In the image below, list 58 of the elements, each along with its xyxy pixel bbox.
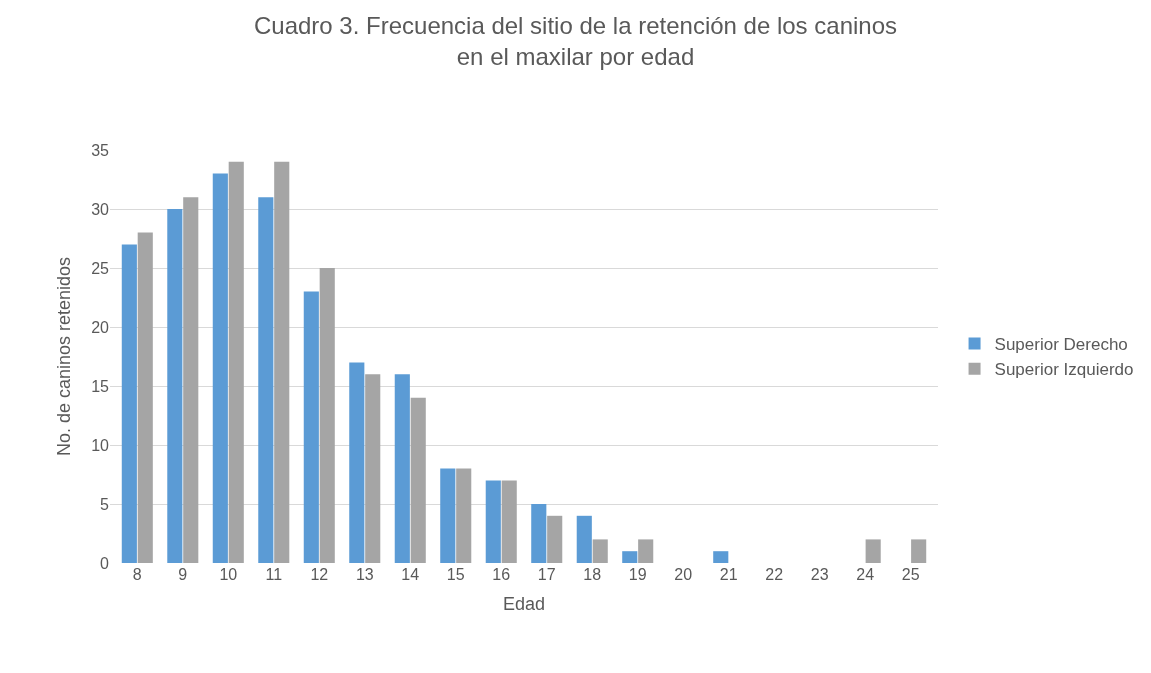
bar (638, 539, 654, 563)
x-tick-label: 13 (355, 566, 374, 583)
legend-label: Superior Derecho (994, 335, 1128, 355)
bar (183, 197, 199, 563)
x-axis-title: Edad (502, 594, 546, 615)
x-tick-label: 17 (537, 566, 556, 583)
x-tick-label: 10 (219, 566, 238, 583)
y-tick-label: 0 (100, 554, 110, 572)
x-tick-label: 20 (674, 566, 693, 583)
x-tick-label: 21 (719, 566, 738, 583)
x-tick-label: 11 (265, 566, 283, 583)
x-tick-label: 23 (810, 566, 829, 583)
bar (258, 197, 274, 563)
y-tick-label: 25 (91, 259, 110, 277)
bar (501, 480, 517, 563)
bar (349, 362, 365, 563)
bar (167, 209, 183, 563)
bar (394, 374, 410, 563)
y-tick-label: 20 (91, 318, 110, 336)
x-tick-label: 12 (310, 566, 329, 583)
bar (319, 268, 335, 563)
legend-label: Superior Izquierdo (994, 360, 1134, 380)
bar (228, 161, 244, 563)
y-tick-label: 15 (91, 377, 110, 395)
bar (531, 504, 547, 563)
x-tick-label: 16 (492, 566, 511, 583)
x-tick-label: 8 (132, 566, 142, 583)
bar (713, 551, 729, 563)
bar (592, 539, 608, 563)
bar (365, 374, 381, 563)
bar (303, 291, 319, 563)
y-tick-label: 35 (91, 141, 110, 159)
bar (865, 539, 881, 563)
bar (212, 173, 228, 563)
x-tick-label: 22 (765, 566, 784, 583)
bar (576, 515, 592, 563)
bar (547, 515, 563, 563)
bar (410, 397, 426, 563)
y-tick-label: 10 (91, 436, 110, 454)
x-tick-label: 24 (856, 566, 875, 583)
bar (456, 468, 472, 563)
x-tick-label: 15 (446, 566, 465, 583)
bar (622, 551, 638, 563)
y-axis-title: No. de caninos retenidos (54, 256, 75, 457)
bar (485, 480, 501, 563)
x-tick-label: 25 (901, 566, 920, 583)
bar (440, 468, 456, 563)
bar (137, 232, 153, 563)
chart-title: Cuadro 3. Frecuencia del sitio de la retención de los caninos en el maxilar por edad (253, 11, 898, 70)
x-tick-label: 18 (583, 566, 602, 583)
bar (274, 161, 290, 563)
x-tick-label: 19 (628, 566, 647, 583)
x-tick-label: 9 (178, 566, 188, 583)
y-tick-label: 5 (100, 495, 110, 513)
bar (911, 539, 927, 563)
bar (121, 244, 137, 563)
x-tick-label: 14 (401, 566, 420, 583)
y-tick-label: 30 (91, 200, 110, 218)
